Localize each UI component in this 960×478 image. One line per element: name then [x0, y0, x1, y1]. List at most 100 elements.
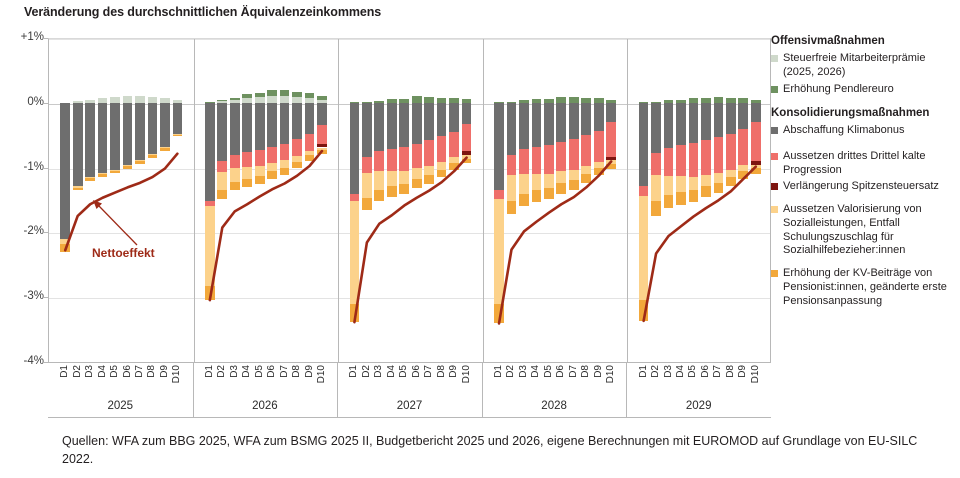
bar-2026-D8[interactable]: [292, 39, 302, 362]
x-tick-label-2028-D8: D8: [580, 365, 592, 378]
bar-segment: [254, 150, 265, 167]
bar-2025-D5[interactable]: [110, 39, 120, 362]
bar-2025-D4[interactable]: [97, 39, 108, 362]
bar-2025-D2[interactable]: [72, 39, 83, 362]
x-tick-label-2027-D9: D9: [448, 365, 460, 378]
bar-segment: [638, 102, 649, 104]
bar-2028-D6[interactable]: [556, 39, 567, 362]
bar-2027-D10[interactable]: [461, 39, 472, 362]
bar-segment: [122, 166, 133, 169]
bar-segment: [531, 174, 542, 191]
y-axis-tick-mark: [44, 38, 48, 39]
bar-segment: [531, 102, 542, 147]
bar-segment: [676, 99, 686, 103]
bar-2025-D10[interactable]: [172, 39, 183, 362]
bar-2027-D7[interactable]: [424, 39, 435, 362]
y-axis-tick-label: +1%: [20, 31, 44, 43]
bar-segment: [436, 97, 447, 103]
bar-2026-D5[interactable]: [254, 39, 265, 362]
bar-segment: [556, 102, 567, 142]
bar-2027-D8[interactable]: [436, 39, 447, 362]
page-title: Veränderung des durchschnittlichen Äquiv…: [24, 5, 382, 19]
bar-segment: [593, 130, 604, 162]
bar-segment: [676, 192, 686, 205]
bar-2026-D6[interactable]: [267, 39, 277, 362]
x-tick-label-2029-D4: D4: [675, 365, 686, 378]
bar-2025-D7[interactable]: [135, 39, 145, 362]
bar-2025-D8[interactable]: [147, 39, 158, 362]
bar-segment: [374, 189, 385, 201]
bar-2028-D9[interactable]: [593, 39, 604, 362]
bar-segment: [544, 174, 554, 188]
bar-2028-D2[interactable]: [506, 39, 517, 362]
bar-segment: [217, 100, 228, 103]
bar-segment: [317, 102, 327, 125]
bar-2027-D3[interactable]: [374, 39, 385, 362]
bar-segment: [725, 133, 736, 170]
group-separator: [482, 39, 484, 362]
bar-2025-D1[interactable]: [60, 39, 71, 362]
bar-2026-D2[interactable]: [217, 39, 228, 362]
bar-2026-D1[interactable]: [204, 39, 215, 362]
bar-2029-D2[interactable]: [651, 39, 661, 362]
x-tick-label-2027-D5: D5: [398, 365, 410, 378]
bar-2028-D3[interactable]: [519, 39, 529, 362]
bar-2027-D2[interactable]: [362, 39, 372, 362]
bar-2025-D9[interactable]: [160, 39, 170, 362]
bar-2028-D7[interactable]: [568, 39, 579, 362]
bar-segment: [374, 171, 385, 190]
x-axis-group-separator: [192, 363, 194, 418]
bar-2029-D5[interactable]: [688, 39, 699, 362]
y-axis-tick-mark: [44, 362, 48, 363]
bar-segment: [304, 102, 315, 134]
bar-segment: [519, 102, 529, 150]
bar-2029-D6[interactable]: [701, 39, 711, 362]
bar-2027-D4[interactable]: [386, 39, 397, 362]
bar-2029-D10[interactable]: [750, 39, 761, 362]
bar-segment: [60, 102, 71, 239]
bar-2029-D9[interactable]: [738, 39, 749, 362]
group-separator: [627, 39, 629, 362]
bar-segment: [738, 98, 749, 103]
bar-2028-D5[interactable]: [544, 39, 554, 362]
bar-2026-D10[interactable]: [317, 39, 327, 362]
bar-2029-D4[interactable]: [676, 39, 686, 362]
bar-2025-D6[interactable]: [122, 39, 133, 362]
x-tick-label-2026-D6: D6: [266, 365, 278, 378]
bar-2027-D5[interactable]: [399, 39, 410, 362]
bar-2026-D9[interactable]: [304, 39, 315, 362]
bar-segment: [267, 96, 277, 103]
bar-2028-D1[interactable]: [494, 39, 504, 362]
bar-2029-D8[interactable]: [725, 39, 736, 362]
bar-segment: [738, 129, 749, 165]
bar-2028-D10[interactable]: [606, 39, 617, 362]
bar-segment: [279, 102, 290, 144]
bar-2027-D1[interactable]: [349, 39, 360, 362]
bar-segment: [267, 146, 277, 164]
bar-2026-D3[interactable]: [229, 39, 240, 362]
bar-2026-D7[interactable]: [279, 39, 290, 362]
bar-2029-D7[interactable]: [713, 39, 724, 362]
bar-segment: [676, 102, 686, 145]
bar-2027-D9[interactable]: [449, 39, 459, 362]
bar-segment: [386, 98, 397, 103]
bar-segment: [97, 102, 108, 173]
bar-segment: [85, 99, 95, 103]
bar-2029-D3[interactable]: [663, 39, 674, 362]
bar-segment: [701, 140, 711, 175]
bar-2027-D6[interactable]: [411, 39, 422, 362]
y-axis-tick-label: -1%: [23, 160, 44, 173]
bar-segment: [663, 102, 674, 148]
bar-segment: [436, 102, 447, 137]
bar-segment: [506, 174, 517, 201]
source-note: Quellen: WFA zum BBG 2025, WFA zum BSMG …: [62, 434, 918, 467]
bar-2028-D8[interactable]: [581, 39, 592, 362]
bar-segment: [349, 303, 360, 322]
bar-2025-D3[interactable]: [85, 39, 95, 362]
bar-2029-D1[interactable]: [638, 39, 649, 362]
x-tick-label-2026-D8: D8: [291, 365, 303, 378]
bar-2028-D4[interactable]: [531, 39, 542, 362]
bar-segment: [461, 98, 472, 103]
bar-segment: [135, 96, 145, 103]
bar-2026-D4[interactable]: [242, 39, 253, 362]
